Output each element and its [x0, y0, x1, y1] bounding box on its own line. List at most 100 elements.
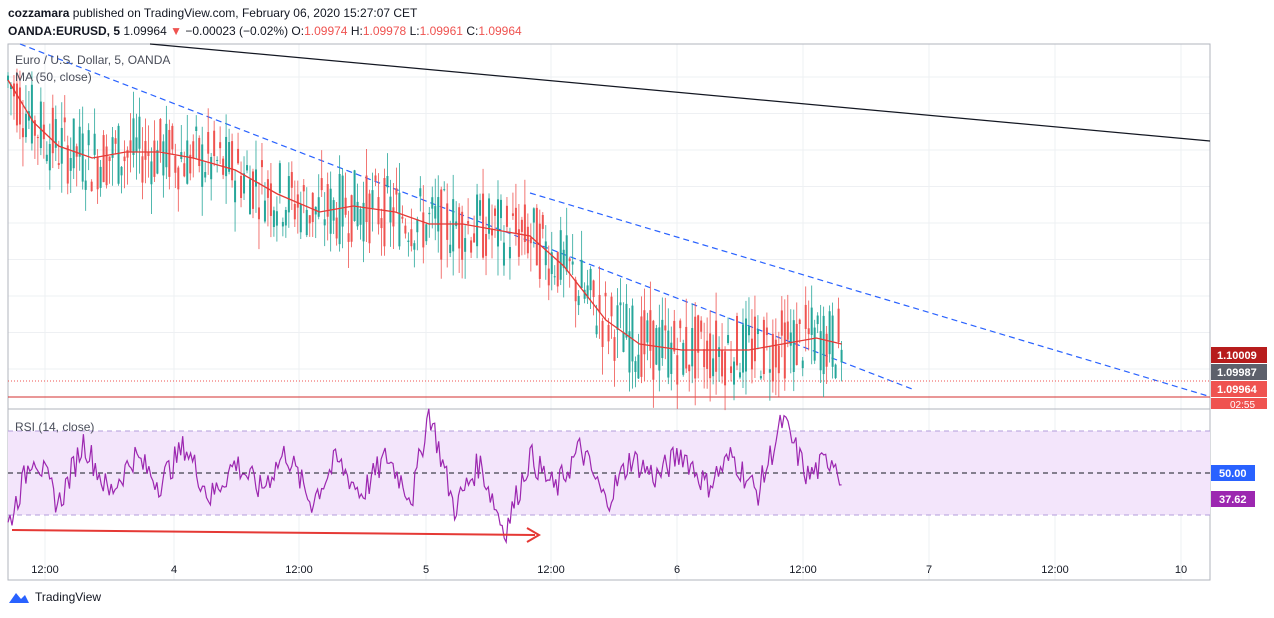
- candle: [353, 169, 356, 222]
- candle: [637, 333, 640, 380]
- candle: [114, 130, 117, 155]
- candle-body: [753, 316, 756, 362]
- publish-line: cozzamara published on TradingView.com, …: [8, 4, 1208, 22]
- candle: [574, 276, 577, 328]
- candle-body: [24, 113, 27, 138]
- candle-body: [437, 197, 440, 232]
- candle-body: [410, 229, 413, 247]
- candle-body: [377, 197, 380, 225]
- candle-body: [290, 172, 293, 188]
- candle-body: [401, 216, 404, 219]
- candle-body: [637, 354, 640, 379]
- candle: [431, 186, 434, 229]
- tradingview-brand[interactable]: TradingView: [8, 590, 101, 604]
- candle-body: [225, 136, 228, 177]
- candle-body: [135, 137, 138, 153]
- candle-body: [243, 173, 246, 194]
- candle: [774, 318, 777, 396]
- candle-body: [368, 193, 371, 244]
- candle-body: [837, 308, 840, 342]
- last-price: 1.09964: [123, 24, 167, 38]
- candle-body: [75, 146, 78, 157]
- candle: [305, 187, 308, 238]
- candle: [263, 182, 266, 224]
- candle: [90, 179, 93, 192]
- candle: [9, 82, 12, 116]
- candle: [243, 156, 246, 200]
- candle-body: [544, 241, 547, 266]
- candle: [150, 147, 153, 214]
- candle: [126, 146, 129, 185]
- candle-body: [66, 145, 69, 184]
- brand-name: TradingView: [35, 590, 102, 604]
- candle: [392, 183, 395, 249]
- candle: [174, 143, 177, 189]
- trend-line-dashed-1[interactable]: [19, 43, 913, 390]
- candle: [756, 315, 759, 350]
- candle: [523, 179, 526, 255]
- candle-body: [96, 157, 99, 190]
- candle: [386, 153, 389, 194]
- candle-body: [210, 156, 213, 180]
- candle-body: [359, 208, 362, 225]
- countdown-label: 02:55: [1211, 398, 1267, 411]
- red-arrow-annotation[interactable]: [11, 529, 536, 536]
- candle: [694, 302, 697, 406]
- candle-body: [652, 320, 655, 380]
- candle-body: [284, 209, 287, 226]
- candle-body: [494, 208, 497, 216]
- candle-body: [813, 327, 816, 361]
- candle-body: [643, 310, 646, 355]
- candle: [368, 189, 371, 254]
- trend-line-dashed-2[interactable]: [529, 192, 1209, 397]
- rsi-line: [7, 408, 842, 545]
- author-name[interactable]: cozzamara: [8, 6, 70, 20]
- candle: [455, 201, 458, 229]
- candle: [840, 340, 843, 382]
- candle: [589, 266, 592, 310]
- candle: [141, 127, 144, 200]
- rsi-level-label: 50.00: [1211, 465, 1255, 481]
- candle-body: [774, 339, 777, 368]
- candle-body: [123, 156, 126, 162]
- candle-body: [281, 221, 284, 227]
- candle: [407, 232, 410, 257]
- candle: [765, 312, 768, 351]
- candle: [485, 216, 488, 276]
- candle: [365, 149, 368, 243]
- candle-body: [682, 342, 685, 375]
- candle: [195, 115, 198, 160]
- candle: [816, 312, 819, 334]
- candle-body: [840, 349, 843, 363]
- candle-body: [302, 185, 305, 192]
- candle: [673, 309, 676, 355]
- candle: [616, 288, 619, 358]
- trend-line-solid[interactable]: [149, 43, 1211, 142]
- candle-body: [595, 325, 598, 335]
- candle: [559, 216, 562, 286]
- candle: [446, 183, 449, 268]
- candle-body: [416, 219, 419, 233]
- candle-body: [482, 193, 485, 258]
- candle: [747, 297, 750, 343]
- candle: [622, 302, 625, 353]
- candle: [287, 162, 290, 228]
- candle-body: [529, 237, 532, 244]
- candle-body: [413, 243, 416, 250]
- candle-body: [694, 316, 697, 379]
- candle-body: [622, 331, 625, 352]
- candle-body: [132, 118, 135, 155]
- candle: [153, 120, 156, 182]
- candle-body: [485, 233, 488, 256]
- candle: [541, 212, 544, 239]
- candle-body: [251, 171, 254, 209]
- main-title: Euro / U.S. Dollar, 5, OANDA: [15, 53, 170, 67]
- candle: [565, 207, 568, 275]
- candle-body: [804, 304, 807, 329]
- candle: [99, 159, 102, 197]
- time-axis[interactable]: 12:00 4 12:00 5 12:00 6 12:00 7 12:00 10: [31, 564, 1187, 576]
- candle-body: [36, 137, 39, 139]
- candle: [813, 319, 816, 364]
- price-label-3: 1.09964: [1211, 381, 1267, 397]
